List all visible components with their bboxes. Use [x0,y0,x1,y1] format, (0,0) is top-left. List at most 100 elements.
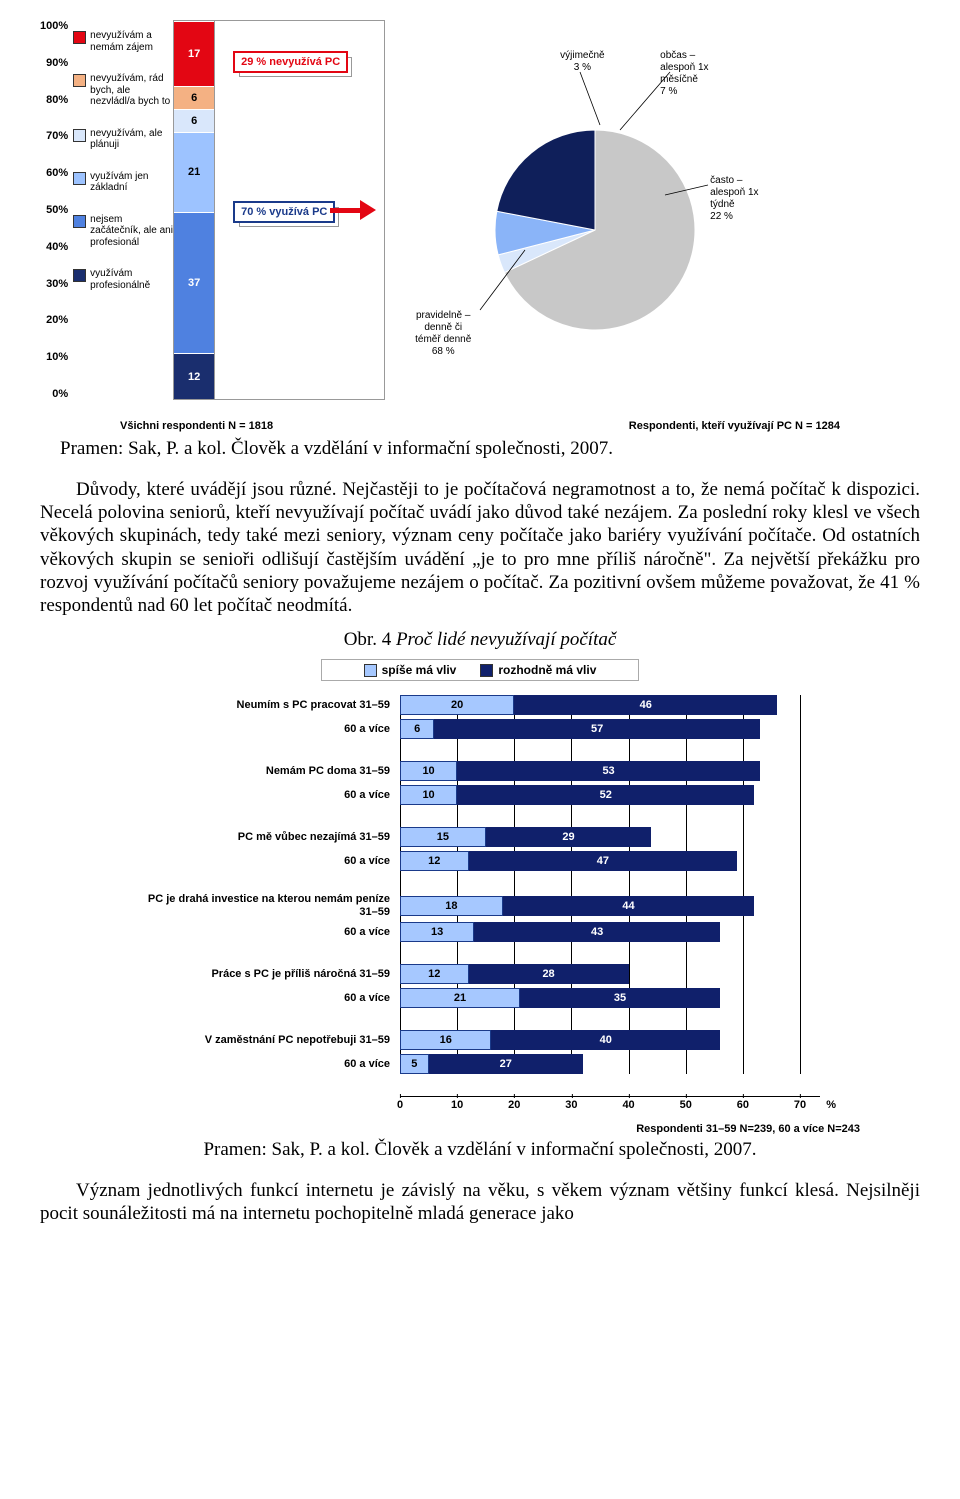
pie-chart: pravidelně –denně čitéměř denně68 % výji… [405,20,785,400]
bar-segment: 21 [174,132,214,212]
hbar-track: 2046 [400,695,800,715]
hbar-track: 1228 [400,964,800,984]
hbar-segment-dark: 46 [514,695,777,715]
hbar-label: V zaměstnání PC nepotřebuji 31–59 [140,1034,400,1047]
paragraph-reasons: Důvody, které uvádějí jsou různé. Nejčas… [40,478,920,617]
stacked-legend: nevyužívám a nemám zájem nevyužívám, rád … [73,20,173,410]
pie-label-rarely: výjimečně3 % [560,50,604,74]
hbar-track: 1052 [400,785,800,805]
legend-item: nevyužívám, rád bych, ale nezvládl/a byc… [73,73,173,108]
hbar-row: Nemám PC doma 31–591053 [140,761,820,781]
hbar-row: 60 a více1247 [140,851,820,871]
figure4-title: Obr. 4 Proč lidé nevyužívají počítač [40,629,920,651]
hbar-segment-dark: 43 [474,922,720,942]
hbar-segment-dark: 52 [457,785,754,805]
hbar-row: PC mě vůbec nezajímá 31–591529 [140,827,820,847]
pie-svg [485,120,705,340]
legend-item: nevyužívám, ale plánuji [73,128,173,151]
legend-item: využívám jen základní [73,171,173,194]
hbar-track: 1529 [400,827,800,847]
hbar-label: PC mě vůbec nezajímá 31–59 [140,831,400,844]
hbar-segment-dark: 47 [469,851,738,871]
bar-segment: 17 [174,21,214,86]
x-tick: 60 [737,1099,749,1111]
hbar-legend-light: spíše má vliv [364,663,457,677]
respondents-note: Respondenti 31–59 N=239, 60 a více N=243 [40,1123,860,1135]
hbar-track: 657 [400,719,800,739]
hbar-track: 2135 [400,988,800,1008]
hbar-track: 1053 [400,761,800,781]
callout-users: 70 % využívá PC [233,201,335,223]
x-tick: 10 [451,1099,463,1111]
bar-segment: 6 [174,86,214,109]
hbar-segment-light: 16 [400,1030,491,1050]
hbar-segment-dark: 27 [429,1054,583,1074]
hbar-segment-light: 10 [400,761,457,781]
bar-segment: 6 [174,109,214,132]
stacked-y-axis: 100%90%80%70%60%50%40%30%20%10%0% [40,20,73,400]
hbar-segment-light: 13 [400,922,474,942]
hbar-label: Neumím s PC pracovat 31–59 [140,699,400,712]
arrow-icon [330,201,380,219]
pie-label-weekly: často –alespoň 1xtýdně22 % [710,175,758,223]
caption-right: Respondenti, kteří využívají PC N = 1284 [629,420,840,432]
hbar-segment-dark: 57 [434,719,760,739]
stacked-bar: 1237216617 [173,20,215,400]
x-tick: 0 [397,1099,403,1111]
hbar-legend: spíše má vliv rozhodně má vliv [321,659,639,681]
hbar-label: 60 a více [140,992,400,1005]
hbar-segment-light: 12 [400,851,469,871]
hbar-label: 60 a více [140,1058,400,1071]
hbar-segment-light: 18 [400,896,503,916]
hbar-gridlines [400,695,800,1074]
horizontal-bar-chart: spíše má vliv rozhodně má vliv Neumím s … [140,659,820,1115]
legend-item: nejsem začátečník, ale ani profesionál [73,214,173,249]
x-tick: 40 [622,1099,634,1111]
hbar-row: Práce s PC je příliš náročná 31–591228 [140,964,820,984]
hbar-x-axis: 010203040506070% [400,1096,820,1115]
legend-item: využívám profesionálně [73,268,173,291]
x-tick: 70 [794,1099,806,1111]
caption-row: Všichni respondenti N = 1818 Respondenti… [120,420,840,432]
pie-label-daily: pravidelně –denně čitéměř denně68 % [415,310,471,358]
hbar-segment-dark: 28 [469,964,629,984]
hbar-legend-dark: rozhodně má vliv [480,663,596,677]
hbar-row: 60 a více1052 [140,785,820,805]
hbar-track: 1640 [400,1030,800,1050]
callout-column: 29 % nevyužívá PC 70 % využívá PC [215,20,385,400]
source-line-1: Pramen: Sak, P. a kol. Člověk a vzdělání… [60,438,920,460]
source-line-2: Pramen: Sak, P. a kol. Člověk a vzdělání… [40,1139,920,1161]
hbar-row: Neumím s PC pracovat 31–592046 [140,695,820,715]
top-charts-row: 100%90%80%70%60%50%40%30%20%10%0% nevyuž… [40,20,920,410]
hbar-label: Nemám PC doma 31–59 [140,765,400,778]
paragraph-internet: Význam jednotlivých funkcí internetu je … [40,1179,920,1225]
bar-segment: 12 [174,353,214,399]
hbar-segment-dark: 40 [491,1030,720,1050]
hbar-label: 60 a více [140,855,400,868]
hbar-track: 1247 [400,851,800,871]
hbar-segment-light: 15 [400,827,486,847]
legend-item: nevyužívám a nemám zájem [73,30,173,53]
hbar-row: 60 a více657 [140,719,820,739]
hbar-row: 60 a více1343 [140,922,820,942]
hbar-segment-light: 5 [400,1054,429,1074]
hbar-label: PC je drahá investice na kterou nemám pe… [140,893,400,918]
hbar-segment-light: 10 [400,785,457,805]
hbar-row: V zaměstnání PC nepotřebuji 31–591640 [140,1030,820,1050]
hbar-segment-light: 6 [400,719,434,739]
pie-label-monthly: občas –alespoň 1xměsíčně7 % [660,50,708,98]
hbar-segment-dark: 44 [503,896,754,916]
hbar-segment-dark: 35 [520,988,720,1008]
hbar-label: 60 a více [140,789,400,802]
x-tick: 30 [565,1099,577,1111]
bar-segment: 37 [174,212,214,353]
x-unit-label: % [826,1099,836,1111]
caption-left: Všichni respondenti N = 1818 [120,420,273,432]
hbar-row: 60 a více2135 [140,988,820,1008]
hbar-segment-light: 12 [400,964,469,984]
hbar-track: 1343 [400,922,800,942]
hbar-label: 60 a více [140,926,400,939]
stacked-bar-chart: 100%90%80%70%60%50%40%30%20%10%0% nevyuž… [40,20,385,410]
hbar-segment-dark: 29 [486,827,652,847]
callout-nonusers: 29 % nevyužívá PC [233,51,348,73]
